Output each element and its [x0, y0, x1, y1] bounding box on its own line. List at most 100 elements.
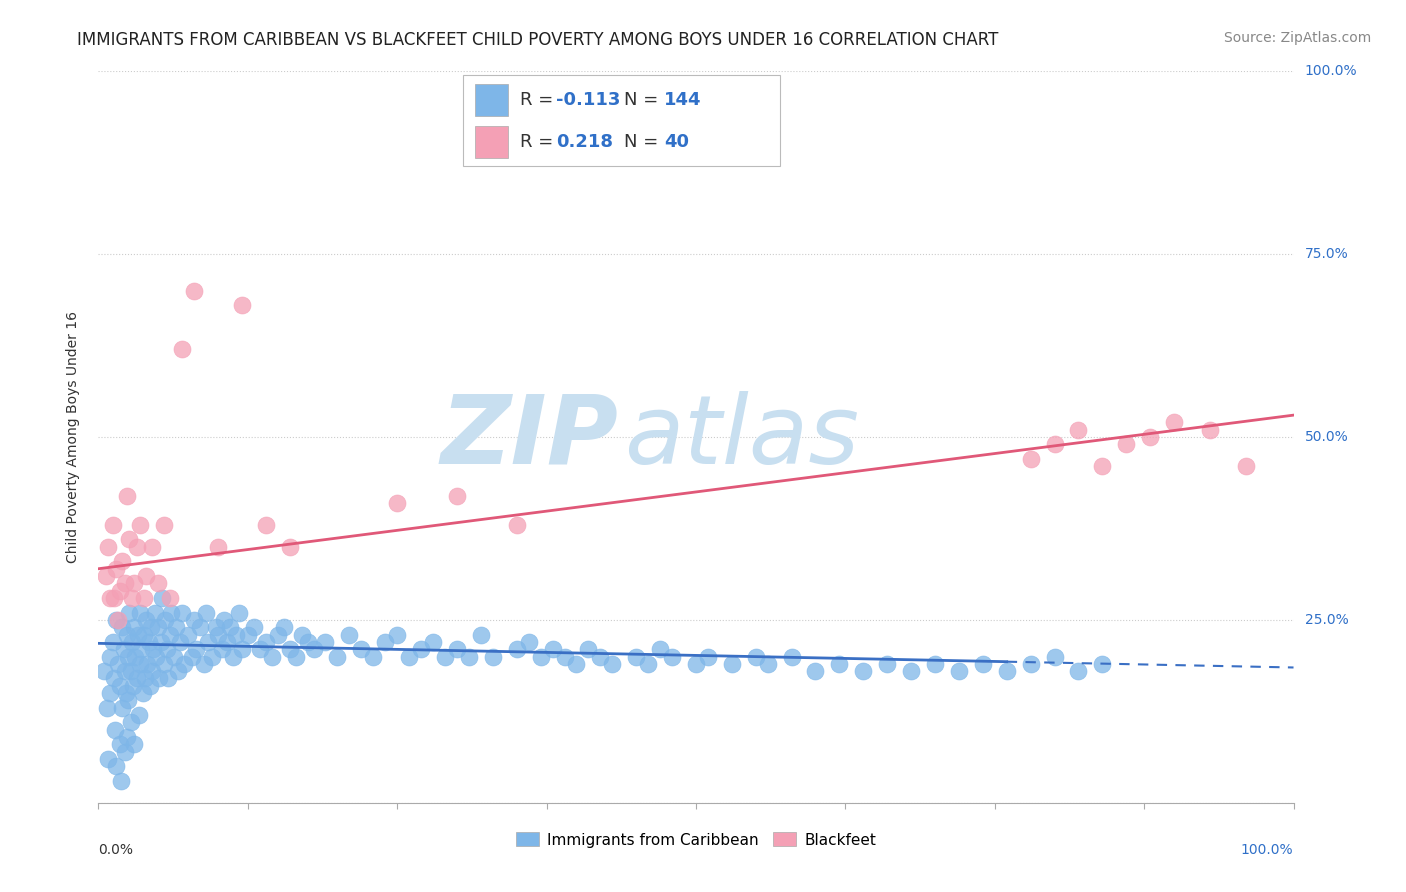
Point [129, 657, 152, 671]
Point [118, 606, 141, 620]
Point [103, 591, 125, 605]
Point [120, 664, 142, 678]
Point [1163, 416, 1185, 430]
Point [131, 642, 153, 657]
Point [159, 591, 181, 605]
Point [173, 657, 195, 671]
Point [94, 569, 117, 583]
Point [212, 613, 235, 627]
Point [260, 649, 283, 664]
Text: Source: ZipAtlas.com: Source: ZipAtlas.com [1223, 31, 1371, 45]
Point [995, 664, 1018, 678]
Point [180, 649, 202, 664]
Point [506, 517, 529, 532]
Point [254, 635, 277, 649]
Point [434, 649, 457, 664]
Point [114, 745, 136, 759]
Point [96, 700, 118, 714]
Point [225, 627, 247, 641]
Point [136, 657, 159, 671]
Point [1091, 657, 1114, 671]
Point [165, 620, 187, 634]
Text: 144: 144 [664, 91, 702, 109]
Point [129, 517, 152, 532]
Point [97, 752, 120, 766]
Point [1067, 664, 1090, 678]
Point [150, 591, 173, 605]
Point [127, 627, 149, 641]
Point [177, 627, 200, 641]
Point [278, 642, 301, 657]
Text: 25.0%: 25.0% [1305, 613, 1348, 627]
Point [554, 649, 576, 664]
Point [193, 657, 215, 671]
Point [1091, 459, 1114, 474]
Point [160, 606, 183, 620]
Point [222, 649, 245, 664]
Text: N =: N = [624, 91, 664, 109]
Point [1043, 649, 1066, 664]
Point [121, 591, 143, 605]
Point [804, 664, 827, 678]
Point [148, 620, 170, 634]
Point [339, 627, 361, 641]
Point [541, 642, 564, 657]
Text: -0.113: -0.113 [557, 91, 620, 109]
Point [172, 606, 194, 620]
Point [254, 517, 277, 532]
Point [637, 657, 659, 671]
Point [101, 635, 124, 649]
Point [517, 635, 540, 649]
Point [756, 657, 779, 671]
Point [578, 642, 600, 657]
Point [125, 672, 148, 686]
Point [112, 642, 135, 657]
Point [828, 657, 851, 671]
Point [228, 606, 250, 620]
Point [422, 635, 444, 649]
Point [111, 620, 134, 634]
Point [98, 649, 122, 664]
Point [124, 620, 146, 634]
Point [101, 517, 124, 532]
Point [350, 642, 373, 657]
Point [297, 635, 319, 649]
Point [155, 613, 177, 627]
Point [93, 664, 115, 678]
Y-axis label: Child Poverty Among Boys Under 16: Child Poverty Among Boys Under 16 [66, 311, 80, 563]
Point [183, 613, 205, 627]
Point [105, 759, 128, 773]
Point [107, 613, 129, 627]
Point [648, 642, 672, 657]
Point [97, 540, 120, 554]
Point [124, 576, 146, 591]
Text: 40: 40 [664, 133, 689, 151]
Point [141, 664, 163, 678]
Point [721, 657, 744, 671]
Point [446, 642, 468, 657]
Point [143, 606, 166, 620]
Point [128, 708, 150, 723]
Point [111, 700, 134, 714]
Point [385, 496, 409, 510]
Point [204, 620, 226, 634]
Point [153, 657, 176, 671]
Point [148, 576, 170, 591]
Text: N =: N = [624, 133, 664, 151]
Point [1067, 423, 1090, 437]
Point [153, 517, 176, 532]
Point [278, 540, 301, 554]
Point [186, 642, 208, 657]
Point [972, 657, 994, 671]
Point [104, 723, 127, 737]
Point [685, 657, 707, 671]
FancyBboxPatch shape [475, 84, 509, 116]
Point [117, 693, 139, 707]
Point [129, 606, 152, 620]
Point [183, 284, 205, 298]
Text: ZIP: ZIP [440, 391, 619, 483]
Point [565, 657, 588, 671]
Point [108, 583, 131, 598]
Point [122, 679, 145, 693]
Point [115, 686, 138, 700]
